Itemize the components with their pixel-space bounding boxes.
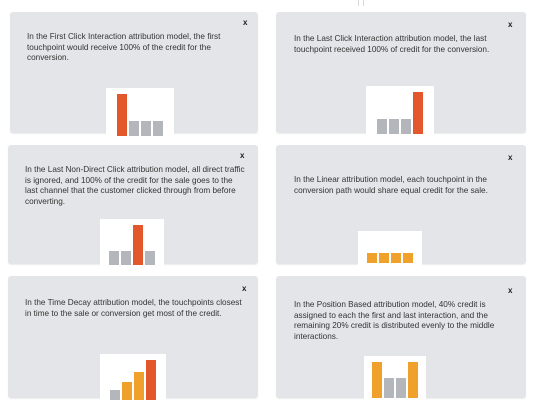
card-description: In the Last Click Interaction attributio… bbox=[294, 34, 490, 54]
top-decoration bbox=[358, 0, 364, 6]
bar-1 bbox=[109, 251, 119, 265]
bar-2 bbox=[384, 378, 394, 398]
attribution-card-linear: x In the Linear attribution model, each … bbox=[276, 145, 526, 267]
bar-2 bbox=[122, 382, 132, 400]
bar-2 bbox=[121, 251, 131, 265]
bar-1 bbox=[110, 390, 120, 400]
bar-3 bbox=[134, 372, 144, 400]
attribution-card-first-click: x In the First Click Interaction attribu… bbox=[10, 12, 258, 140]
bar-chart bbox=[366, 86, 434, 138]
close-button[interactable]: x bbox=[508, 153, 513, 162]
bar-chart bbox=[106, 88, 174, 140]
close-button[interactable]: x bbox=[242, 284, 247, 293]
bar-1 bbox=[367, 253, 377, 263]
bar-1 bbox=[377, 119, 387, 134]
attribution-card-position-based: x In the Position Based attribution mode… bbox=[276, 276, 526, 402]
bar-4 bbox=[408, 362, 418, 398]
bar-4 bbox=[413, 92, 423, 134]
bar-4 bbox=[146, 360, 156, 400]
bar-4 bbox=[403, 253, 413, 263]
bar-1 bbox=[372, 362, 382, 398]
bar-2 bbox=[379, 253, 389, 263]
card-description: In the Linear attribution model, each to… bbox=[294, 175, 488, 195]
attribution-card-last-click: x In the Last Click Interaction attribut… bbox=[276, 12, 526, 138]
bar-1 bbox=[117, 94, 127, 136]
card-description: In the Last Non-Direct Click attribution… bbox=[25, 165, 245, 206]
close-button[interactable]: x bbox=[508, 20, 513, 29]
close-button[interactable]: x bbox=[243, 18, 248, 27]
bar-chart bbox=[100, 219, 164, 269]
card-description: In the First Click Interaction attributi… bbox=[27, 32, 221, 63]
attribution-card-time-decay: x In the Time Decay attribution model, t… bbox=[8, 276, 258, 404]
card-description: In the Time Decay attribution model, the… bbox=[25, 298, 242, 318]
bar-4 bbox=[153, 121, 163, 136]
bar-3 bbox=[141, 121, 151, 136]
bar-4 bbox=[145, 251, 155, 265]
bar-chart bbox=[358, 231, 422, 267]
close-button[interactable]: x bbox=[508, 286, 513, 295]
card-description: In the Position Based attribution model,… bbox=[294, 300, 495, 341]
close-button[interactable]: x bbox=[240, 151, 245, 160]
bar-3 bbox=[391, 253, 401, 263]
bar-3 bbox=[396, 378, 406, 398]
attribution-card-last-non-direct-click: x In the Last Non-Direct Click attributi… bbox=[8, 145, 258, 269]
bar-3 bbox=[133, 225, 143, 265]
bar-2 bbox=[389, 119, 399, 134]
bar-chart bbox=[100, 354, 166, 404]
bar-3 bbox=[401, 119, 411, 134]
bar-2 bbox=[129, 121, 139, 136]
bar-chart bbox=[364, 356, 426, 402]
